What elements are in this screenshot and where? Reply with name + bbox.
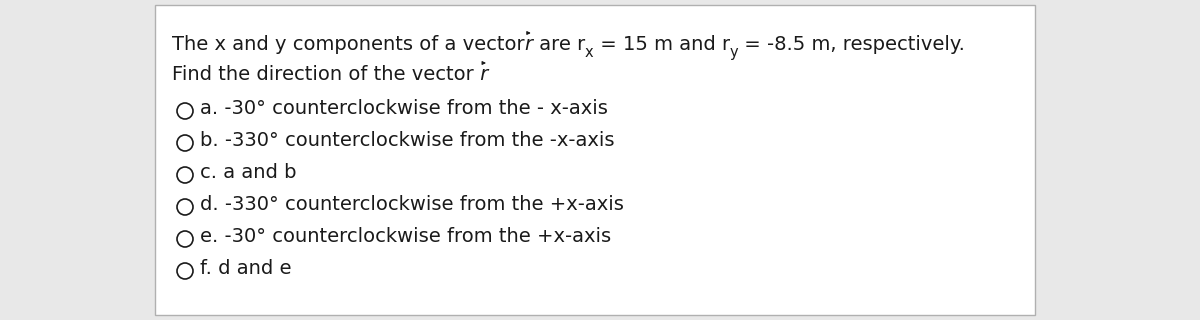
Text: Find the direction of the vector: Find the direction of the vector (172, 65, 474, 84)
Text: r: r (524, 35, 533, 54)
Text: = 15 m and r: = 15 m and r (594, 35, 730, 54)
Text: f. d and e: f. d and e (200, 260, 292, 278)
Text: are r: are r (533, 35, 584, 54)
Text: r: r (474, 65, 488, 84)
Text: c. a and b: c. a and b (200, 164, 296, 182)
Text: b. -330° counterclockwise from the -x-axis: b. -330° counterclockwise from the -x-ax… (200, 132, 614, 150)
Text: x: x (584, 45, 594, 60)
Text: y: y (730, 45, 738, 60)
Text: The x and y components of a vector: The x and y components of a vector (172, 35, 524, 54)
Text: e. -30° counterclockwise from the +x-axis: e. -30° counterclockwise from the +x-axi… (200, 228, 611, 246)
FancyBboxPatch shape (155, 5, 1034, 315)
Text: a. -30° counterclockwise from the - x-axis: a. -30° counterclockwise from the - x-ax… (200, 100, 608, 118)
Text: d. -330° counterclockwise from the +x-axis: d. -330° counterclockwise from the +x-ax… (200, 196, 624, 214)
Text: = -8.5 m, respectively.: = -8.5 m, respectively. (738, 35, 965, 54)
